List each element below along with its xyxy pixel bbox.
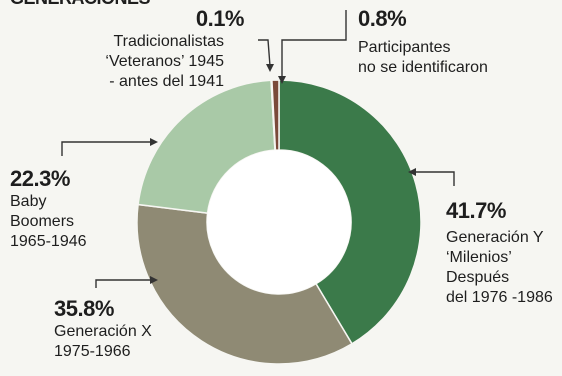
label-generacion-y-1: Generación Y — [446, 229, 544, 246]
annotation-generacion-x: 35.8% Generación X 1975-1966 — [54, 296, 152, 362]
label-no-identificados-2: no se identificaron — [358, 59, 488, 76]
label-no-identificados-1: Participantes — [358, 39, 451, 56]
label-generacion-y-3: Después — [446, 269, 510, 286]
arrowhead-no-identificados — [278, 76, 286, 84]
label-tradicionalistas-3: - antes del 1941 — [109, 73, 224, 90]
donut-hole — [207, 150, 351, 294]
arrowhead-tradicionalistas — [266, 64, 274, 72]
pct-no-identificados: 0.8% — [358, 6, 407, 31]
arrowhead-baby-boomers — [150, 138, 158, 146]
annotation-no-identificados: 0.8% Participantes no se identificaron — [358, 6, 488, 78]
label-generacion-x-2: 1975-1966 — [54, 343, 131, 360]
arrow-heads — [150, 64, 416, 284]
arrow-baby-boomers — [61, 141, 152, 156]
arrowhead-generacion-x — [150, 276, 158, 284]
label-generacion-x-1: Generación X — [54, 323, 152, 340]
label-tradicionalistas-2: ‘Veteranos’ 1945 — [105, 53, 224, 70]
annotation-tradicionalistas: 0.1% Tradicionalistas ‘Veteranos’ 1945 -… — [40, 6, 266, 92]
pct-tradicionalistas: 0.1% — [195, 6, 245, 31]
pct-generacion-y: 41.7% — [446, 198, 506, 223]
arrow-generacion-x — [95, 279, 152, 288]
pct-baby-boomers: 22.3% — [10, 166, 70, 191]
label-baby-boomers-3: 1965-1946 — [10, 233, 87, 250]
arrow-generacion-y — [414, 171, 455, 186]
annotation-baby-boomers: 22.3% Baby Boomers 1965-1946 — [10, 166, 87, 252]
label-tradicionalistas-1: Tradicionalistas — [113, 33, 224, 50]
pct-generacion-x: 35.8% — [54, 296, 114, 321]
label-generacion-y-4: del 1976 -1986 — [446, 289, 553, 306]
header-title: GENERACIONES — [10, 0, 151, 9]
label-generacion-y-2: ‘Milenios’ — [446, 249, 512, 266]
arrowhead-generacion-y — [408, 168, 416, 176]
label-baby-boomers-1: Baby — [10, 193, 47, 210]
leader-lines — [61, 10, 455, 288]
arrow-tradicionalistas — [258, 39, 271, 67]
donut-slices — [136, 79, 422, 365]
annotation-generacion-y: 41.7% Generación Y ‘Milenios’ Después de… — [446, 198, 553, 308]
label-baby-boomers-2: Boomers — [10, 213, 75, 230]
arrow-no-identificados — [281, 10, 347, 78]
